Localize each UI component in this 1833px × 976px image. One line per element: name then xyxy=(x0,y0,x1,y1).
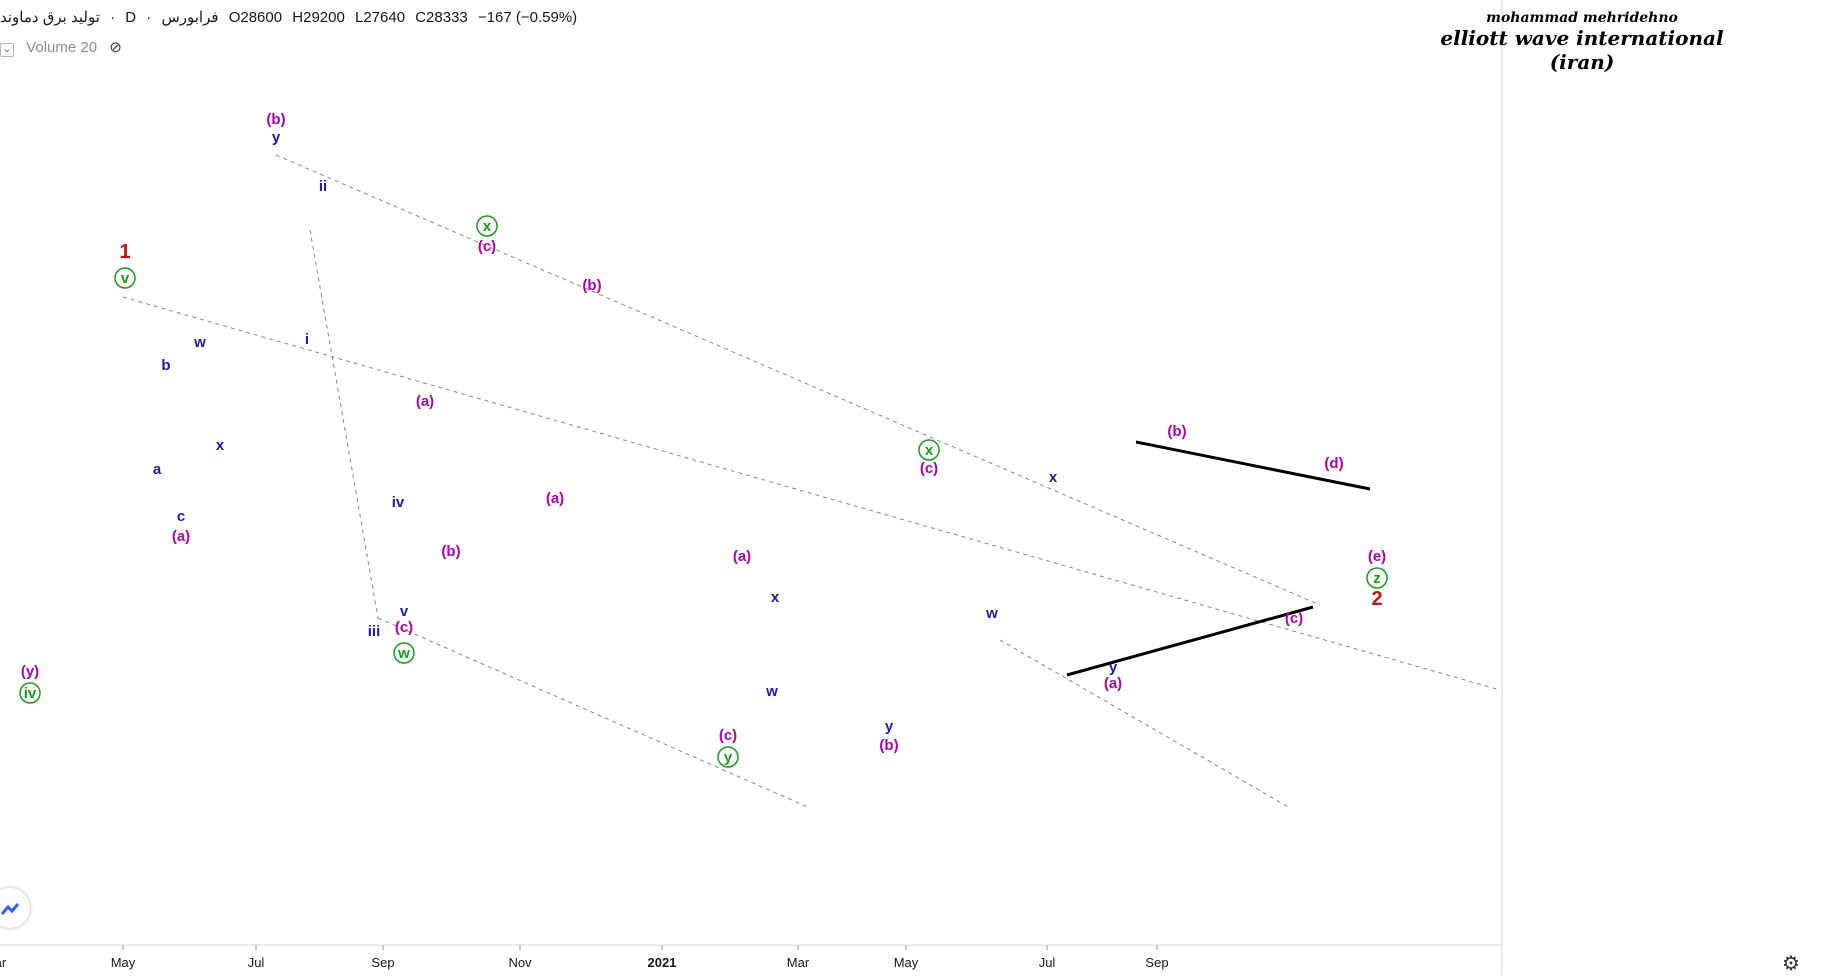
wave-label: (c) xyxy=(1285,610,1303,627)
trend-channel-line xyxy=(309,229,379,619)
price-change: −167 (−0.59%) xyxy=(477,9,578,26)
wave-circle xyxy=(476,215,498,237)
wave-label: y xyxy=(885,718,894,735)
x-tick-label: May xyxy=(894,955,919,970)
wave-label: iv xyxy=(392,494,405,511)
wave-label: (b) xyxy=(582,277,601,294)
wave-label: (c) xyxy=(478,238,496,255)
x-tick-label: Jul xyxy=(248,955,265,970)
wave-label: i xyxy=(305,331,309,348)
wave-circle xyxy=(1366,567,1388,589)
wave-label: (c) xyxy=(395,619,413,636)
legend-separator: · xyxy=(110,9,116,26)
wave-label: v xyxy=(400,603,409,620)
wave-label: c xyxy=(177,508,185,525)
wave-label: (c) xyxy=(719,727,737,744)
wave-circle xyxy=(717,746,739,768)
wave-label: x xyxy=(1049,469,1058,486)
x-tick-label: Sep xyxy=(1145,955,1168,970)
triangle-lower-line xyxy=(1066,605,1314,677)
x-tick-label: Sep xyxy=(371,955,394,970)
wave-label: y xyxy=(1109,659,1118,676)
wave-label: (d) xyxy=(1324,455,1343,472)
wave-label: (a) xyxy=(1104,675,1122,692)
author-org: elliott wave international (iran) xyxy=(1440,26,1724,74)
wave-label: w xyxy=(397,645,410,662)
gear-icon[interactable]: ⚙ xyxy=(1782,953,1800,975)
wave-label: a xyxy=(153,461,162,478)
wave-label: (e) xyxy=(1368,548,1386,565)
wave-label: ii xyxy=(319,178,327,195)
wave-label: (a) xyxy=(172,528,190,545)
triangle-upper-line xyxy=(1135,440,1371,491)
wave-label: (b) xyxy=(266,111,285,128)
ohlc-open: O28600 xyxy=(228,9,283,26)
tradingview-logo-icon[interactable] xyxy=(0,888,30,928)
wave-label: (a) xyxy=(546,490,564,507)
wave-label: (b) xyxy=(441,543,460,560)
symbol-name: تولید برق دماوند xyxy=(0,9,100,26)
wave-label: w xyxy=(985,605,998,622)
wave-circle xyxy=(918,439,940,461)
wave-label: x xyxy=(925,442,934,459)
trend-channel-line xyxy=(122,296,1501,691)
wave-label: b xyxy=(161,357,170,374)
wave-label: w xyxy=(193,334,206,351)
wave-label: y xyxy=(272,129,281,146)
wave-label: (a) xyxy=(416,393,434,410)
wave-circle xyxy=(393,642,415,664)
wave-label: (c) xyxy=(920,460,938,477)
ohlc-high: H29200 xyxy=(292,9,345,26)
exchange-name: فرابورس xyxy=(161,9,219,26)
x-tick-label: Jul xyxy=(1039,955,1056,970)
symbol-legend[interactable]: تولید برق دماوند · D · فرابورس O28600 H2… xyxy=(0,8,583,26)
time-axis: Mar May Jul Sep Nov 2021 Mar May Jul Sep xyxy=(0,944,1502,970)
trend-channels: invalidation level xyxy=(122,154,1501,809)
author-name: mohammad mehridehno xyxy=(1486,10,1678,26)
wave-label: z xyxy=(1373,570,1381,587)
price-axis: 6200058000540005000046000440004200040000… xyxy=(1501,0,1503,975)
trend-channel-line xyxy=(999,639,1291,809)
ohlc-low: L27640 xyxy=(354,9,406,26)
x-tick-label: Mar xyxy=(787,955,810,970)
wave-label: (a) xyxy=(733,548,751,565)
timeframe: D xyxy=(125,9,137,26)
wave-labels: (b)yiii1vwbaxc(a)(y)ivx(c)(b)(a)(a)iv(b)… xyxy=(19,111,1388,768)
wave-label: x xyxy=(483,218,492,235)
eye-off-icon[interactable]: ⊘ xyxy=(109,39,122,56)
wave-label: iii xyxy=(368,623,381,640)
author-watermark: mohammad mehridehno elliott wave interna… xyxy=(1432,10,1732,74)
chevron-down-icon[interactable]: ⌄ xyxy=(0,43,14,57)
x-tick-label: Mar xyxy=(0,955,7,970)
legend-separator: · xyxy=(146,9,152,26)
wave-circle xyxy=(114,267,136,289)
wave-label: x xyxy=(216,437,225,454)
x-tick-label: Nov xyxy=(508,955,532,970)
wave-label: 1 xyxy=(119,241,130,263)
wave-label: x xyxy=(771,589,780,606)
wave-circle xyxy=(19,682,41,704)
wave-label: w xyxy=(765,683,778,700)
wave-label: 2 xyxy=(1371,588,1382,610)
wave-label: (y) xyxy=(21,663,39,680)
trend-channel-line xyxy=(275,154,1321,606)
trend-channel-line xyxy=(377,617,811,809)
x-tick-label: May xyxy=(111,955,136,970)
volume-label: Volume 20 xyxy=(26,39,98,56)
volume-indicator[interactable]: ⌄ Volume 20 ⊘ xyxy=(0,38,122,57)
wave-label: (b) xyxy=(1167,423,1186,440)
ohlc-close: C28333 xyxy=(415,9,468,26)
wave-label: iv xyxy=(24,685,37,702)
wave-label: v xyxy=(121,270,130,287)
x-tick-label: 2021 xyxy=(648,955,677,970)
wave-label: (b) xyxy=(879,737,898,754)
wave-label: y xyxy=(724,749,733,766)
